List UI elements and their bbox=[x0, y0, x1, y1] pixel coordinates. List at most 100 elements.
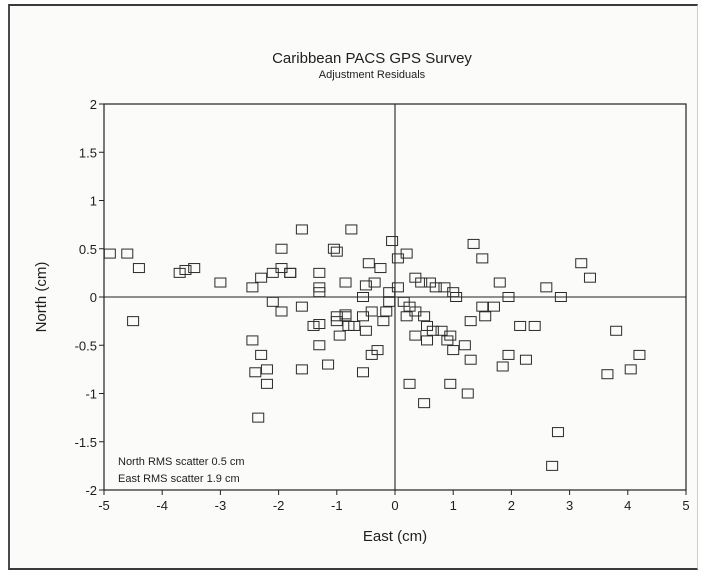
data-point bbox=[624, 364, 637, 375]
data-point bbox=[362, 258, 375, 269]
figure-frame bbox=[8, 4, 698, 570]
data-point bbox=[327, 243, 340, 254]
data-point bbox=[365, 349, 378, 360]
data-point bbox=[575, 258, 588, 269]
data-point bbox=[476, 253, 489, 264]
data-point bbox=[435, 325, 448, 336]
data-point bbox=[266, 296, 279, 307]
x-tick-label: -3 bbox=[215, 498, 227, 513]
data-point bbox=[246, 335, 259, 346]
data-point bbox=[467, 238, 480, 249]
data-point bbox=[458, 340, 471, 351]
data-point bbox=[345, 224, 358, 235]
chart-title: Caribbean PACS GPS Survey bbox=[272, 50, 472, 67]
x-axis-label: East (cm) bbox=[363, 528, 427, 545]
x-tick-label: 0 bbox=[391, 498, 398, 513]
data-point bbox=[313, 267, 326, 278]
data-point bbox=[583, 272, 596, 283]
data-point bbox=[546, 460, 559, 471]
data-point bbox=[502, 349, 515, 360]
data-point bbox=[441, 335, 454, 346]
data-point bbox=[528, 320, 541, 331]
data-point bbox=[380, 306, 393, 317]
data-point bbox=[121, 248, 134, 259]
data-point bbox=[383, 296, 396, 307]
data-point bbox=[339, 311, 352, 322]
data-point bbox=[502, 292, 515, 302]
data-point bbox=[295, 224, 308, 235]
y-tick-label: -1 bbox=[85, 387, 97, 402]
data-point bbox=[447, 345, 460, 356]
data-point bbox=[275, 243, 288, 254]
data-point bbox=[418, 398, 431, 409]
data-point bbox=[359, 325, 372, 336]
x-tick-label: 2 bbox=[508, 498, 515, 513]
data-point bbox=[493, 277, 506, 288]
data-point bbox=[356, 292, 369, 302]
data-point bbox=[333, 330, 346, 341]
data-point bbox=[514, 320, 527, 331]
data-point bbox=[249, 367, 262, 378]
x-tick-label: -2 bbox=[273, 498, 285, 513]
data-point bbox=[464, 354, 477, 365]
x-tick-label: 5 bbox=[682, 498, 689, 513]
data-point bbox=[275, 306, 288, 317]
data-point bbox=[260, 378, 273, 389]
data-point bbox=[476, 301, 489, 312]
y-tick-label: -1.5 bbox=[75, 435, 97, 450]
data-point bbox=[313, 287, 326, 298]
data-point bbox=[461, 388, 474, 399]
data-point bbox=[295, 364, 308, 375]
data-point bbox=[214, 277, 227, 288]
data-point bbox=[322, 359, 335, 370]
data-point bbox=[246, 282, 259, 293]
north-rms-note: North RMS scatter 0.5 cm bbox=[118, 456, 245, 468]
data-point bbox=[132, 263, 145, 274]
data-point bbox=[356, 367, 369, 378]
data-point bbox=[554, 292, 567, 302]
data-point bbox=[313, 340, 326, 351]
data-point bbox=[365, 306, 378, 317]
y-tick-label: -2 bbox=[85, 483, 97, 498]
y-tick-label: -0.5 bbox=[75, 338, 97, 353]
data-point bbox=[127, 316, 140, 327]
x-tick-label: -1 bbox=[331, 498, 343, 513]
data-point bbox=[409, 330, 422, 341]
x-tick-label: 1 bbox=[450, 498, 457, 513]
data-point bbox=[255, 349, 268, 360]
data-point bbox=[179, 264, 192, 275]
data-point bbox=[359, 280, 372, 291]
data-point bbox=[391, 282, 404, 293]
data-point bbox=[429, 282, 442, 293]
data-point bbox=[610, 325, 623, 336]
data-point bbox=[400, 248, 413, 259]
chart-subtitle: Adjustment Residuals bbox=[319, 69, 426, 81]
data-point bbox=[464, 316, 477, 327]
data-point bbox=[330, 246, 343, 257]
data-point bbox=[368, 277, 381, 288]
data-point bbox=[479, 311, 492, 322]
x-tick-label: -5 bbox=[98, 498, 110, 513]
data-point bbox=[313, 319, 326, 330]
data-point bbox=[487, 301, 500, 312]
y-tick-label: 0.5 bbox=[79, 242, 97, 257]
data-point bbox=[421, 320, 434, 331]
data-point bbox=[421, 335, 434, 346]
data-point bbox=[601, 369, 614, 380]
data-point bbox=[519, 354, 532, 365]
data-point bbox=[403, 378, 416, 389]
data-point bbox=[633, 349, 646, 360]
data-point bbox=[252, 412, 265, 423]
data-point bbox=[540, 282, 553, 293]
data-point bbox=[339, 309, 352, 320]
y-tick-label: 2 bbox=[90, 97, 97, 112]
data-point bbox=[386, 236, 399, 247]
data-point bbox=[400, 311, 413, 322]
data-point bbox=[284, 267, 297, 278]
data-point bbox=[374, 263, 387, 274]
data-point bbox=[551, 427, 564, 438]
data-point bbox=[415, 277, 428, 288]
y-tick-label: 1 bbox=[90, 194, 97, 209]
y-tick-label: 0 bbox=[90, 290, 97, 305]
